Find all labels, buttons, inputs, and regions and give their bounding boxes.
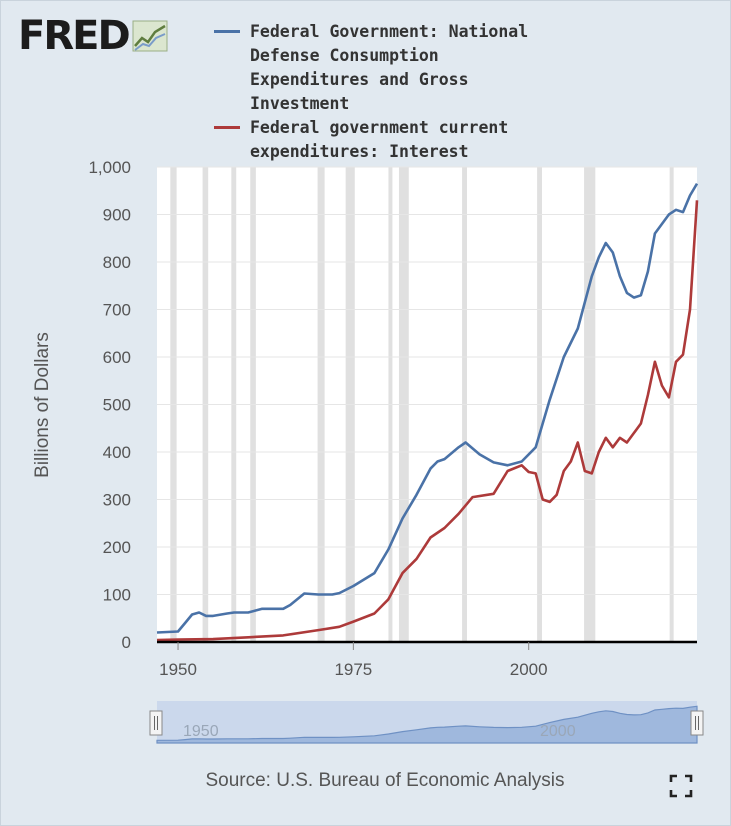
series-line-interest <box>156 200 699 642</box>
chart-line-icon <box>132 20 168 52</box>
y-tick-label: 500 <box>103 396 131 415</box>
navigator-label-2000: 2000 <box>540 723 576 740</box>
x-tick-label: 1975 <box>334 660 372 679</box>
y-tick-label: 300 <box>103 491 131 510</box>
x-tick-label: 2000 <box>510 660 548 679</box>
series-line-defense <box>156 182 699 634</box>
y-tick-label: 1,000 <box>88 158 131 177</box>
x-tick-labels: 1950 1975 2000 <box>159 642 548 679</box>
y-tick-label: 700 <box>103 301 131 320</box>
series-layer <box>156 182 699 642</box>
y-tick-label: 900 <box>103 206 131 225</box>
source-text: Source: U.S. Bureau of Economic Analysis <box>205 770 565 791</box>
y-axis-title: Billions of Dollars <box>32 332 53 478</box>
fred-logo[interactable]: FRED <box>18 14 168 58</box>
x-tick-label: 1950 <box>159 660 197 679</box>
y-tick-label: 600 <box>103 348 131 367</box>
navigator-area <box>156 705 698 744</box>
gridlines <box>157 166 697 595</box>
legend-swatch-interest <box>214 126 240 129</box>
legend-label-defense: Federal Government: National Defense Con… <box>250 22 529 113</box>
y-tick-label: 200 <box>103 538 131 557</box>
y-tick-label: 400 <box>103 443 131 462</box>
y-tick-labels: 0 100 200 300 400 500 600 700 800 900 1,000 <box>88 158 131 652</box>
drag-handle-icon[interactable] <box>149 710 163 736</box>
navigator[interactable]: 1950 2000 <box>149 701 704 744</box>
legend-item-defense[interactable]: Federal Government: National Defense Con… <box>214 20 544 116</box>
y-tick-label: 100 <box>103 586 131 605</box>
navigator-label-1950: 1950 <box>183 723 219 740</box>
y-tick-label: 0 <box>122 633 131 652</box>
fred-logo-text: FRED <box>18 13 131 59</box>
y-tick-label: 800 <box>103 253 131 272</box>
drag-handle-icon[interactable] <box>690 710 704 736</box>
fullscreen-icon[interactable] <box>669 774 693 798</box>
legend-swatch-defense <box>214 30 240 33</box>
